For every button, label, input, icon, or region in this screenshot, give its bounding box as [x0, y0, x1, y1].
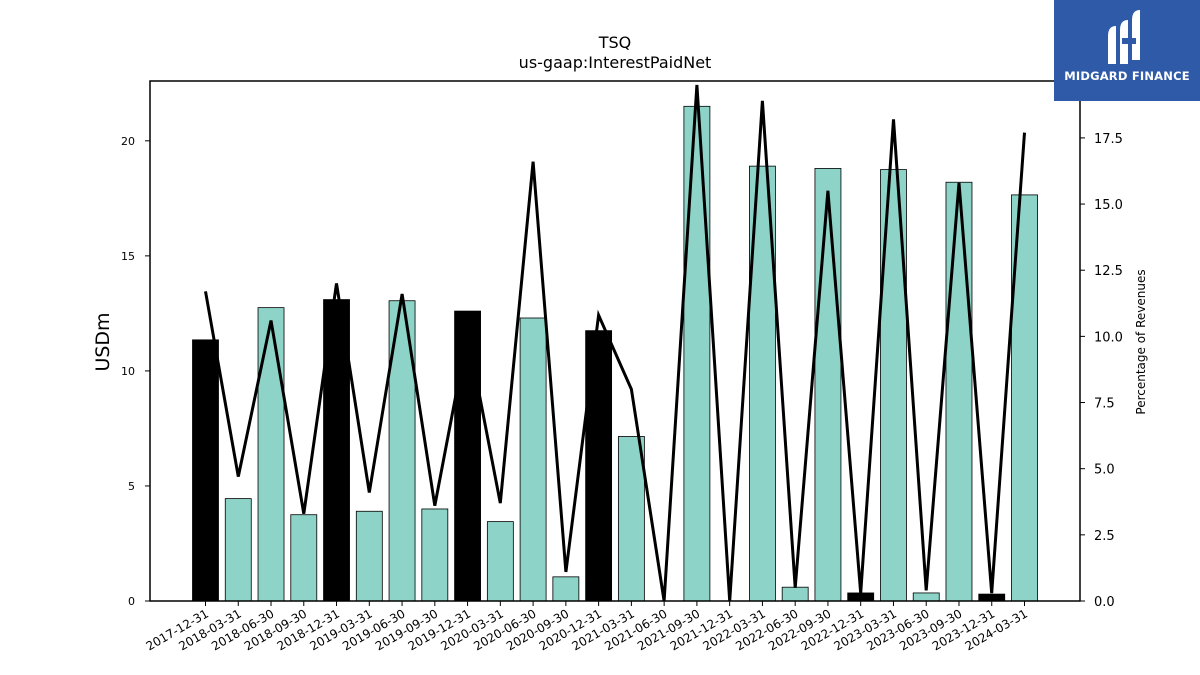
line-group	[204, 84, 1026, 602]
y-tick-label: 15	[121, 250, 135, 263]
bar	[224, 498, 252, 602]
bar	[192, 339, 219, 602]
y2-tick-label: 7.5	[1094, 397, 1115, 412]
y2-axis-label: Percentage of Revenues	[1134, 269, 1148, 414]
bar	[355, 510, 383, 602]
bar	[519, 317, 547, 602]
chart-subtitle: us-gaap:InterestPaidNet	[519, 53, 712, 72]
logo-text: MIDGARD FINANCE	[1064, 69, 1190, 83]
brand-logo: MIDGARD FINANCE	[1054, 0, 1200, 101]
bar	[978, 593, 1006, 602]
bar	[290, 514, 318, 602]
y-tick-label: 0	[128, 595, 135, 608]
bar	[683, 105, 711, 602]
y-tick-label: 20	[121, 135, 135, 148]
bar	[617, 436, 645, 602]
bar	[814, 168, 842, 602]
y2-tick-label: 17.5	[1094, 132, 1123, 147]
bar	[257, 307, 285, 602]
bar	[585, 330, 613, 602]
y2-tick-label: 10.0	[1094, 330, 1123, 345]
y2-tick-label: 12.5	[1094, 264, 1123, 279]
bar	[454, 310, 481, 602]
bar	[912, 592, 940, 602]
y-tick-label: 5	[128, 480, 135, 493]
bar	[552, 576, 580, 602]
y-axis-label: USDm	[92, 312, 114, 371]
y2-tick-label: 15.0	[1094, 198, 1123, 213]
y-tick-label: 10	[121, 365, 135, 378]
bar	[486, 521, 514, 602]
bar	[421, 508, 449, 602]
bar	[781, 586, 809, 602]
plot-frame	[149, 80, 1081, 602]
logo-mark-icon	[1108, 10, 1140, 64]
y2-tick-label: 5.0	[1094, 463, 1115, 478]
y2-tick-label: 2.5	[1094, 529, 1115, 544]
line-series	[204, 84, 1026, 602]
bar	[945, 181, 973, 602]
bar	[847, 592, 875, 602]
chart-title: TSQ	[598, 33, 632, 52]
y2-tick-label: 0.0	[1094, 595, 1115, 610]
